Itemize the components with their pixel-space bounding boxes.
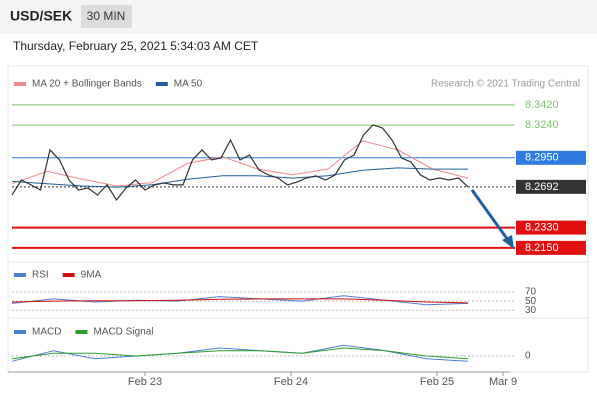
legend-label: MACD Signal — [93, 327, 153, 338]
legend-swatch — [14, 82, 26, 86]
legend-swatch — [62, 273, 75, 277]
series-line — [11, 347, 469, 360]
price-line — [11, 124, 469, 202]
series-line — [11, 140, 469, 187]
y-tick-label: 30 — [525, 305, 537, 316]
legend-swatch — [75, 330, 88, 334]
legend-swatch — [14, 273, 26, 277]
legend-label: RSI — [32, 270, 49, 281]
level-label: 8.3240 — [525, 119, 559, 131]
datetime: Thursday, February 25, 2021 5:34:03 AM C… — [13, 39, 259, 53]
legend-swatch — [14, 330, 26, 334]
level-label: 8.2950 — [525, 152, 559, 164]
series-line — [11, 167, 468, 188]
interval-button[interactable] — [81, 5, 132, 28]
level-label-box — [516, 220, 586, 235]
forecast-arrow — [470, 189, 510, 241]
legend-label: MA 20 + Bollinger Bands — [32, 79, 142, 90]
y-tick-label: 70 — [525, 287, 537, 298]
x-tick-label: Mar 9 — [489, 376, 517, 388]
level-label: 8.2330 — [525, 222, 559, 234]
source: Research © 2021 Trading Central — [431, 79, 580, 90]
legend-label: MACD — [32, 327, 61, 338]
y-tick-label: 0 — [525, 351, 531, 362]
x-tick-label: Feb 23 — [128, 376, 162, 388]
x-tick-label: Feb 25 — [420, 376, 454, 388]
series-line — [11, 298, 469, 304]
legend-label: 9MA — [81, 270, 102, 281]
legend-label: MA 50 — [174, 79, 203, 90]
y-tick-label: 50 — [525, 296, 537, 307]
x-tick-label: Feb 24 — [274, 376, 308, 388]
level-label-box — [516, 179, 586, 194]
level-label-box — [516, 150, 586, 165]
level-label-box — [516, 240, 586, 255]
legend-swatch — [155, 82, 168, 86]
interval[interactable]: 30 MIN — [87, 9, 126, 23]
level-label: 8.3420 — [525, 99, 559, 111]
forecast-arrow-head — [502, 235, 514, 249]
level-label: 8.2692 — [525, 181, 559, 193]
symbol: USD/SEK — [10, 8, 72, 24]
level-label: 8.2150 — [525, 242, 559, 254]
